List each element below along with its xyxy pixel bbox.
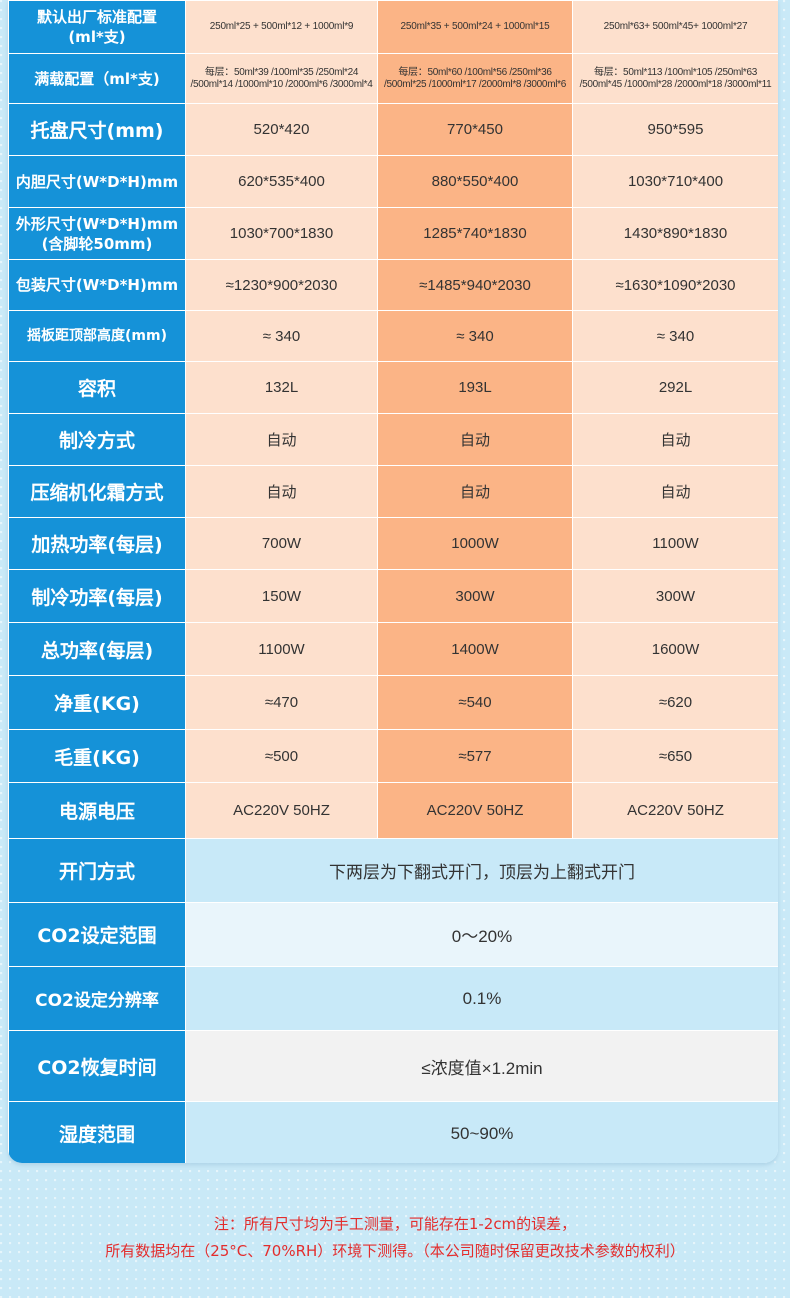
table-row: CO2设定分辨率 0.1% xyxy=(8,966,778,1031)
row-label: 满载配置（ml*支) xyxy=(8,53,186,104)
spec-table: 默认出厂标准配置 (ml*支) 250ml*25 + 500ml*12 + 10… xyxy=(8,0,778,1163)
model-2-value: 1400W xyxy=(377,622,573,676)
model-2-value: 每层：50ml*60 /100ml*56 /250ml*36 /500ml*25… xyxy=(377,53,573,104)
model-1-value: AC220V 50HZ xyxy=(185,782,378,839)
row-label: 电源电压 xyxy=(8,782,186,839)
model-2-value: 自动 xyxy=(377,413,573,466)
table-row: 湿度范围 50~90% xyxy=(8,1101,778,1163)
table-row: 开门方式 下两层为下翻式开门，顶层为上翻式开门 xyxy=(8,838,778,903)
model-3-value: 每层：50ml*113 /100ml*105 /250ml*63 /500ml*… xyxy=(572,53,778,104)
footnote-line-1: 注：所有尺寸均为手工测量，可能存在1-2cm的误差， xyxy=(213,1215,577,1233)
table-row: 净重(KG) ≈470 ≈540 ≈620 xyxy=(8,675,778,730)
table-row: 总功率(每层) 1100W 1400W 1600W xyxy=(8,622,778,676)
model-1-value: ≈ 340 xyxy=(185,310,378,362)
row-label: 净重(KG) xyxy=(8,675,186,730)
row-label: 托盘尺寸(mm) xyxy=(8,103,186,156)
model-3-value: 300W xyxy=(572,569,778,623)
row-label: CO2设定范围 xyxy=(8,902,186,967)
model-1-value: 自动 xyxy=(185,413,378,466)
model-2-value: AC220V 50HZ xyxy=(377,782,573,839)
row-label: 外形尺寸(W*D*H)mm (含脚轮50mm) xyxy=(8,207,186,260)
model-1-value: ≈1230*900*2030 xyxy=(185,259,378,311)
table-row: 制冷功率(每层) 150W 300W 300W xyxy=(8,569,778,623)
model-1-value: 每层：50ml*39 /100ml*35 /250ml*24 /500ml*14… xyxy=(185,53,378,104)
model-1-value: ≈500 xyxy=(185,729,378,783)
row-label: 制冷方式 xyxy=(8,413,186,466)
row-label: CO2设定分辨率 xyxy=(8,966,186,1031)
model-3-value: 250ml*63+ 500ml*45+ 1000ml*27 xyxy=(572,0,778,54)
model-3-value: ≈ 340 xyxy=(572,310,778,362)
table-row: 压缩机化霜方式 自动 自动 自动 xyxy=(8,465,778,518)
table-row: 制冷方式 自动 自动 自动 xyxy=(8,413,778,466)
row-label: 毛重(KG) xyxy=(8,729,186,783)
model-2-value: ≈577 xyxy=(377,729,573,783)
shared-value: 下两层为下翻式开门，顶层为上翻式开门 xyxy=(185,838,778,903)
shared-value: 0.1% xyxy=(185,966,778,1031)
table-row: 电源电压 AC220V 50HZ AC220V 50HZ AC220V 50HZ xyxy=(8,782,778,839)
shared-value: 0～20% xyxy=(185,902,778,967)
table-row: 满载配置（ml*支) 每层：50ml*39 /100ml*35 /250ml*2… xyxy=(8,53,778,104)
model-1-value: 150W xyxy=(185,569,378,623)
model-2-value: 1000W xyxy=(377,517,573,570)
model-1-value: 1100W xyxy=(185,622,378,676)
row-label: 总功率(每层) xyxy=(8,622,186,676)
model-3-value: 1600W xyxy=(572,622,778,676)
model-3-value: 自动 xyxy=(572,413,778,466)
model-2-value: 300W xyxy=(377,569,573,623)
table-row: 摇板距顶部高度(mm) ≈ 340 ≈ 340 ≈ 340 xyxy=(8,310,778,362)
table-row: CO2恢复时间 ≤浓度值×1.2min xyxy=(8,1030,778,1102)
row-label: 湿度范围 xyxy=(8,1101,186,1163)
model-2-value: ≈ 340 xyxy=(377,310,573,362)
row-label: 摇板距顶部高度(mm) xyxy=(8,310,186,362)
model-2-value: ≈540 xyxy=(377,675,573,730)
table-row: 外形尺寸(W*D*H)mm (含脚轮50mm) 1030*700*1830 12… xyxy=(8,207,778,260)
model-3-value: ≈1630*1090*2030 xyxy=(572,259,778,311)
table-row: 加热功率(每层) 700W 1000W 1100W xyxy=(8,517,778,570)
row-label: 包装尺寸(W*D*H)mm xyxy=(8,259,186,311)
model-3-value: ≈620 xyxy=(572,675,778,730)
table-row: CO2设定范围 0～20% xyxy=(8,902,778,967)
model-3-value: 1100W xyxy=(572,517,778,570)
model-1-value: ≈470 xyxy=(185,675,378,730)
footnote-line-2: 所有数据均在（25°C、70%RH）环境下测得。（本公司随时保留更改技术参数的权… xyxy=(105,1242,685,1260)
model-2-value: 770*450 xyxy=(377,103,573,156)
model-2-value: 193L xyxy=(377,361,573,414)
model-1-value: 700W xyxy=(185,517,378,570)
row-label: 内胆尺寸(W*D*H)mm xyxy=(8,155,186,208)
table-row: 默认出厂标准配置 (ml*支) 250ml*25 + 500ml*12 + 10… xyxy=(8,0,778,54)
row-label: 容积 xyxy=(8,361,186,414)
table-row: 毛重(KG) ≈500 ≈577 ≈650 xyxy=(8,729,778,783)
row-label: 开门方式 xyxy=(8,838,186,903)
model-3-value: 950*595 xyxy=(572,103,778,156)
row-label: 默认出厂标准配置 (ml*支) xyxy=(8,0,186,54)
model-1-value: 132L xyxy=(185,361,378,414)
model-1-value: 自动 xyxy=(185,465,378,518)
shared-value: ≤浓度值×1.2min xyxy=(185,1030,778,1102)
model-3-value: 1030*710*400 xyxy=(572,155,778,208)
shared-value: 50~90% xyxy=(185,1101,778,1163)
model-3-value: ≈650 xyxy=(572,729,778,783)
model-2-value: ≈1485*940*2030 xyxy=(377,259,573,311)
table-row: 容积 132L 193L 292L xyxy=(8,361,778,414)
model-3-value: 292L xyxy=(572,361,778,414)
model-1-value: 620*535*400 xyxy=(185,155,378,208)
row-label: CO2恢复时间 xyxy=(8,1030,186,1102)
model-2-value: 880*550*400 xyxy=(377,155,573,208)
spec-table-panel: 默认出厂标准配置 (ml*支) 250ml*25 + 500ml*12 + 10… xyxy=(8,0,778,1163)
row-label: 压缩机化霜方式 xyxy=(8,465,186,518)
model-2-value: 250ml*35 + 500ml*24 + 1000ml*15 xyxy=(377,0,573,54)
model-1-value: 520*420 xyxy=(185,103,378,156)
row-label: 制冷功率(每层) xyxy=(8,569,186,623)
model-2-value: 自动 xyxy=(377,465,573,518)
model-1-value: 250ml*25 + 500ml*12 + 1000ml*9 xyxy=(185,0,378,54)
row-label: 加热功率(每层) xyxy=(8,517,186,570)
model-3-value: AC220V 50HZ xyxy=(572,782,778,839)
model-3-value: 自动 xyxy=(572,465,778,518)
table-row: 内胆尺寸(W*D*H)mm 620*535*400 880*550*400 10… xyxy=(8,155,778,208)
table-row: 托盘尺寸(mm) 520*420 770*450 950*595 xyxy=(8,103,778,156)
model-3-value: 1430*890*1830 xyxy=(572,207,778,260)
model-1-value: 1030*700*1830 xyxy=(185,207,378,260)
table-row: 包装尺寸(W*D*H)mm ≈1230*900*2030 ≈1485*940*2… xyxy=(8,259,778,311)
model-2-value: 1285*740*1830 xyxy=(377,207,573,260)
